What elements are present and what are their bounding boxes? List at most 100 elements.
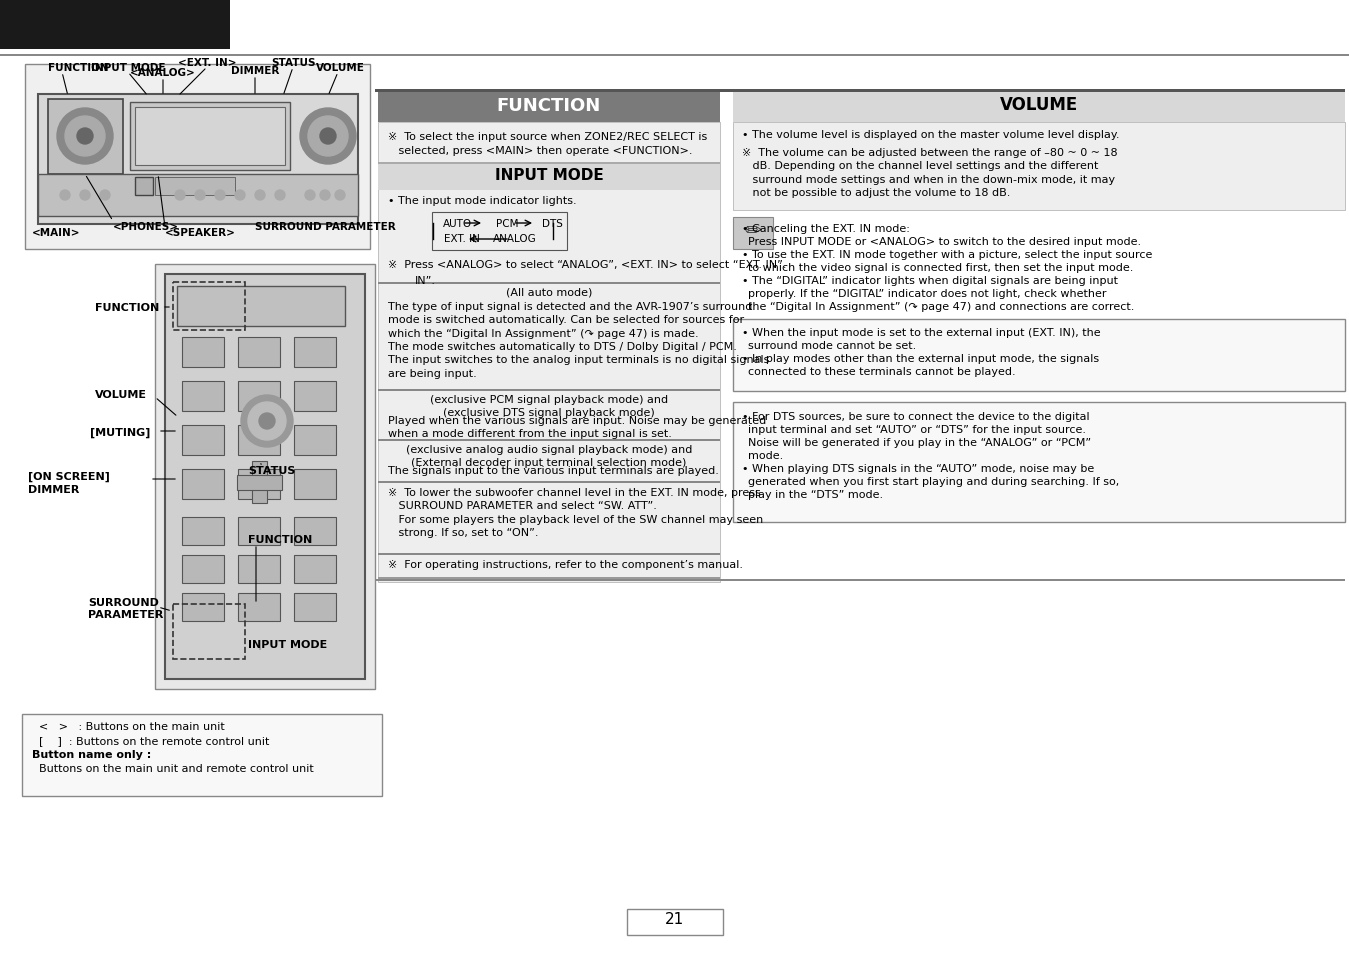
Text: ※  To select the input source when ZONE2/REC SELECT is
   selected, press <MAIN>: ※ To select the input source when ZONE2/… [389, 132, 707, 155]
Circle shape [299, 109, 356, 165]
Text: ※  Press <ANALOG> to select “ANALOG”, <EXT. IN> to select “EXT. IN”.: ※ Press <ANALOG> to select “ANALOG”, <EX… [389, 260, 786, 270]
Bar [182, 594, 224, 621]
Circle shape [255, 191, 264, 201]
Circle shape [196, 191, 205, 201]
Text: SURROUND PARAMETER: SURROUND PARAMETER [255, 222, 395, 232]
Text: VOLUME: VOLUME [316, 63, 364, 73]
Bar [182, 381, 224, 412]
Text: IN”.: IN”. [415, 275, 436, 286]
Bar [378, 283, 720, 284]
Text: connected to these terminals cannot be played.: connected to these terminals cannot be p… [747, 367, 1016, 376]
Bar [49, 100, 123, 174]
Circle shape [235, 191, 246, 201]
Text: INPUT MODE: INPUT MODE [495, 168, 603, 183]
Bar [0, 55, 1349, 57]
Text: INPUT MODE: INPUT MODE [90, 63, 165, 73]
Circle shape [308, 117, 348, 157]
Bar [294, 381, 336, 412]
Circle shape [320, 191, 331, 201]
Text: Noise will be generated if you play in the “ANALOG” or “PCM”: Noise will be generated if you play in t… [747, 437, 1091, 448]
Text: surround mode cannot be set.: surround mode cannot be set. [747, 340, 916, 351]
Bar [0, 0, 229, 50]
Bar [22, 714, 382, 796]
Bar [378, 163, 720, 165]
Text: FUNCTION: FUNCTION [49, 63, 109, 73]
Text: STATUS: STATUS [271, 58, 316, 68]
Bar [182, 470, 224, 499]
Text: The signals input to the various input terminals are played.: The signals input to the various input t… [389, 465, 719, 476]
Text: DTS: DTS [541, 219, 563, 229]
Bar [375, 90, 1345, 92]
Bar [733, 319, 1345, 392]
Text: VOLUME: VOLUME [94, 390, 147, 399]
Text: (exclusive PCM signal playback mode) and
(exclusive DTS signal playback mode): (exclusive PCM signal playback mode) and… [430, 395, 668, 417]
Bar [733, 402, 1345, 522]
Bar [38, 174, 357, 216]
Text: 21: 21 [665, 911, 685, 926]
Circle shape [241, 395, 293, 448]
Circle shape [275, 191, 285, 201]
Bar [733, 123, 1345, 211]
Circle shape [305, 191, 316, 201]
Bar [294, 517, 336, 545]
Bar [237, 337, 281, 368]
Bar [252, 461, 267, 503]
Text: Press INPUT MODE or <ANALOG> to switch to the desired input mode.: Press INPUT MODE or <ANALOG> to switch t… [747, 236, 1141, 247]
Circle shape [214, 191, 225, 201]
Text: (exclusive analog audio signal playback mode) and
(External decoder input termin: (exclusive analog audio signal playback … [406, 444, 692, 467]
Bar [182, 556, 224, 583]
Text: • To use the EXT. IN mode together with a picture, select the input source: • To use the EXT. IN mode together with … [742, 250, 1152, 260]
Bar [378, 439, 720, 441]
Text: VOLUME: VOLUME [1000, 96, 1078, 113]
Text: mode.: mode. [747, 451, 784, 460]
Bar [38, 95, 357, 225]
Circle shape [57, 109, 113, 165]
Bar [26, 65, 370, 250]
Text: The type of input signal is detected and the AVR-1907’s surround
mode is switche: The type of input signal is detected and… [389, 302, 769, 378]
Text: FUNCTION: FUNCTION [248, 535, 312, 544]
Bar [733, 92, 1345, 123]
Text: ※  The volume can be adjusted between the range of –80 ~ 0 ~ 18
   dB. Depending: ※ The volume can be adjusted between the… [742, 148, 1117, 198]
Circle shape [335, 191, 345, 201]
Text: FUNCTION: FUNCTION [496, 97, 602, 115]
Text: FUNCTION: FUNCTION [94, 303, 159, 313]
Text: • For DTS sources, be sure to connect the device to the digital: • For DTS sources, be sure to connect th… [742, 412, 1090, 421]
Bar [173, 604, 246, 659]
Text: DIMMER: DIMMER [231, 66, 279, 76]
Circle shape [80, 191, 90, 201]
Text: [ON SCREEN]
DIMMER: [ON SCREEN] DIMMER [28, 472, 109, 495]
Text: • The volume level is displayed on the master volume level display.: • The volume level is displayed on the m… [742, 130, 1120, 140]
Text: PCM: PCM [495, 219, 518, 229]
Bar [155, 178, 235, 195]
Bar [378, 92, 720, 123]
Bar [155, 265, 375, 689]
Bar [378, 390, 720, 391]
Bar [378, 554, 720, 555]
Bar [237, 517, 281, 545]
Text: <   >   : Buttons on the main unit: < > : Buttons on the main unit [32, 721, 225, 731]
Text: <ANALOG>: <ANALOG> [130, 68, 196, 78]
Text: [MUTING]: [MUTING] [90, 428, 150, 437]
Bar [182, 517, 224, 545]
Bar [182, 426, 224, 456]
Text: • The input mode indicator lights.: • The input mode indicator lights. [389, 195, 576, 206]
Text: <PHONES>: <PHONES> [113, 222, 179, 232]
Text: INPUT MODE: INPUT MODE [248, 639, 328, 649]
Bar [237, 556, 281, 583]
Text: • The “DIGITAL” indicator lights when digital signals are being input: • The “DIGITAL” indicator lights when di… [742, 275, 1118, 286]
Text: ※  To lower the subwoofer channel level in the EXT. IN mode, press
   SURROUND P: ※ To lower the subwoofer channel level i… [389, 488, 764, 537]
Text: • When playing DTS signals in the “AUTO” mode, noise may be: • When playing DTS signals in the “AUTO”… [742, 463, 1094, 474]
Bar [237, 470, 281, 499]
Circle shape [59, 191, 70, 201]
Bar [378, 481, 720, 483]
Bar [165, 274, 366, 679]
Text: <MAIN>: <MAIN> [32, 228, 81, 237]
Bar [173, 283, 246, 331]
Text: STATUS: STATUS [248, 465, 295, 476]
Circle shape [248, 402, 286, 440]
Circle shape [320, 129, 336, 145]
Bar [378, 123, 720, 582]
Bar [378, 165, 720, 191]
Text: ※  For operating instructions, refer to the component’s manual.: ※ For operating instructions, refer to t… [389, 559, 743, 569]
Bar [135, 178, 152, 195]
